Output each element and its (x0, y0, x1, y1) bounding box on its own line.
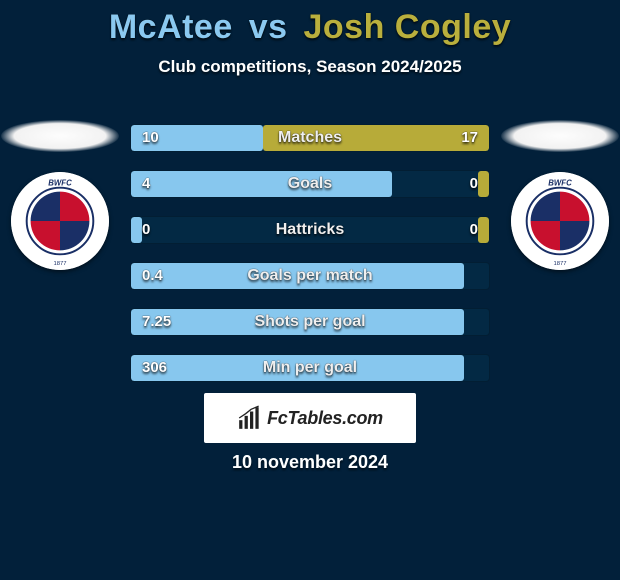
comparison-bars: Matches1017 Goals40 Hattricks00 Goals per m… (130, 118, 490, 394)
stat-row: Goals per match0.4 (130, 256, 490, 292)
branding-text: FcTables.com (267, 408, 383, 429)
svg-text:1877: 1877 (553, 261, 566, 267)
bar-track (130, 216, 490, 244)
chart-icon (237, 405, 263, 431)
player2-column: BWFC 1877 (500, 120, 620, 270)
branding-badge: FcTables.com (204, 393, 416, 443)
subtitle: Club competitions, Season 2024/2025 (0, 57, 620, 77)
bar-fill-left (131, 171, 392, 197)
stat-row: Matches1017 (130, 118, 490, 154)
bar-fill-left (131, 309, 464, 335)
player1-column: BWFC 1877 (0, 120, 120, 270)
club-crest-icon: BWFC 1877 (511, 172, 609, 270)
bar-fill-right (478, 171, 489, 197)
page-title: McAtee vs Josh Cogley (0, 0, 620, 47)
svg-text:BWFC: BWFC (48, 179, 72, 188)
bar-fill-left (131, 217, 142, 243)
bar-track (130, 354, 490, 382)
bar-fill-left (131, 125, 263, 151)
bar-track (130, 262, 490, 290)
bar-track (130, 170, 490, 198)
date-label: 10 november 2024 (0, 452, 620, 473)
stat-row: Min per goal306 (130, 348, 490, 384)
bar-track (130, 124, 490, 152)
bar-fill-right (478, 217, 489, 243)
player2-name: Josh Cogley (304, 8, 512, 46)
bar-track (130, 308, 490, 336)
player1-name: McAtee (109, 8, 233, 46)
player1-silhouette (1, 120, 119, 152)
svg-text:1877: 1877 (53, 261, 66, 267)
player2-club-crest: BWFC 1877 (511, 172, 609, 270)
bar-fill-right (263, 125, 489, 151)
player1-club-crest: BWFC 1877 (11, 172, 109, 270)
club-crest-icon: BWFC 1877 (11, 172, 109, 270)
stat-row: Shots per goal7.25 (130, 302, 490, 338)
stat-row: Goals40 (130, 164, 490, 200)
svg-text:BWFC: BWFC (548, 179, 572, 188)
stat-row: Hattricks00 (130, 210, 490, 246)
player2-silhouette (501, 120, 619, 152)
bar-fill-left (131, 355, 464, 381)
vs-label: vs (249, 8, 288, 46)
bar-fill-left (131, 263, 464, 289)
